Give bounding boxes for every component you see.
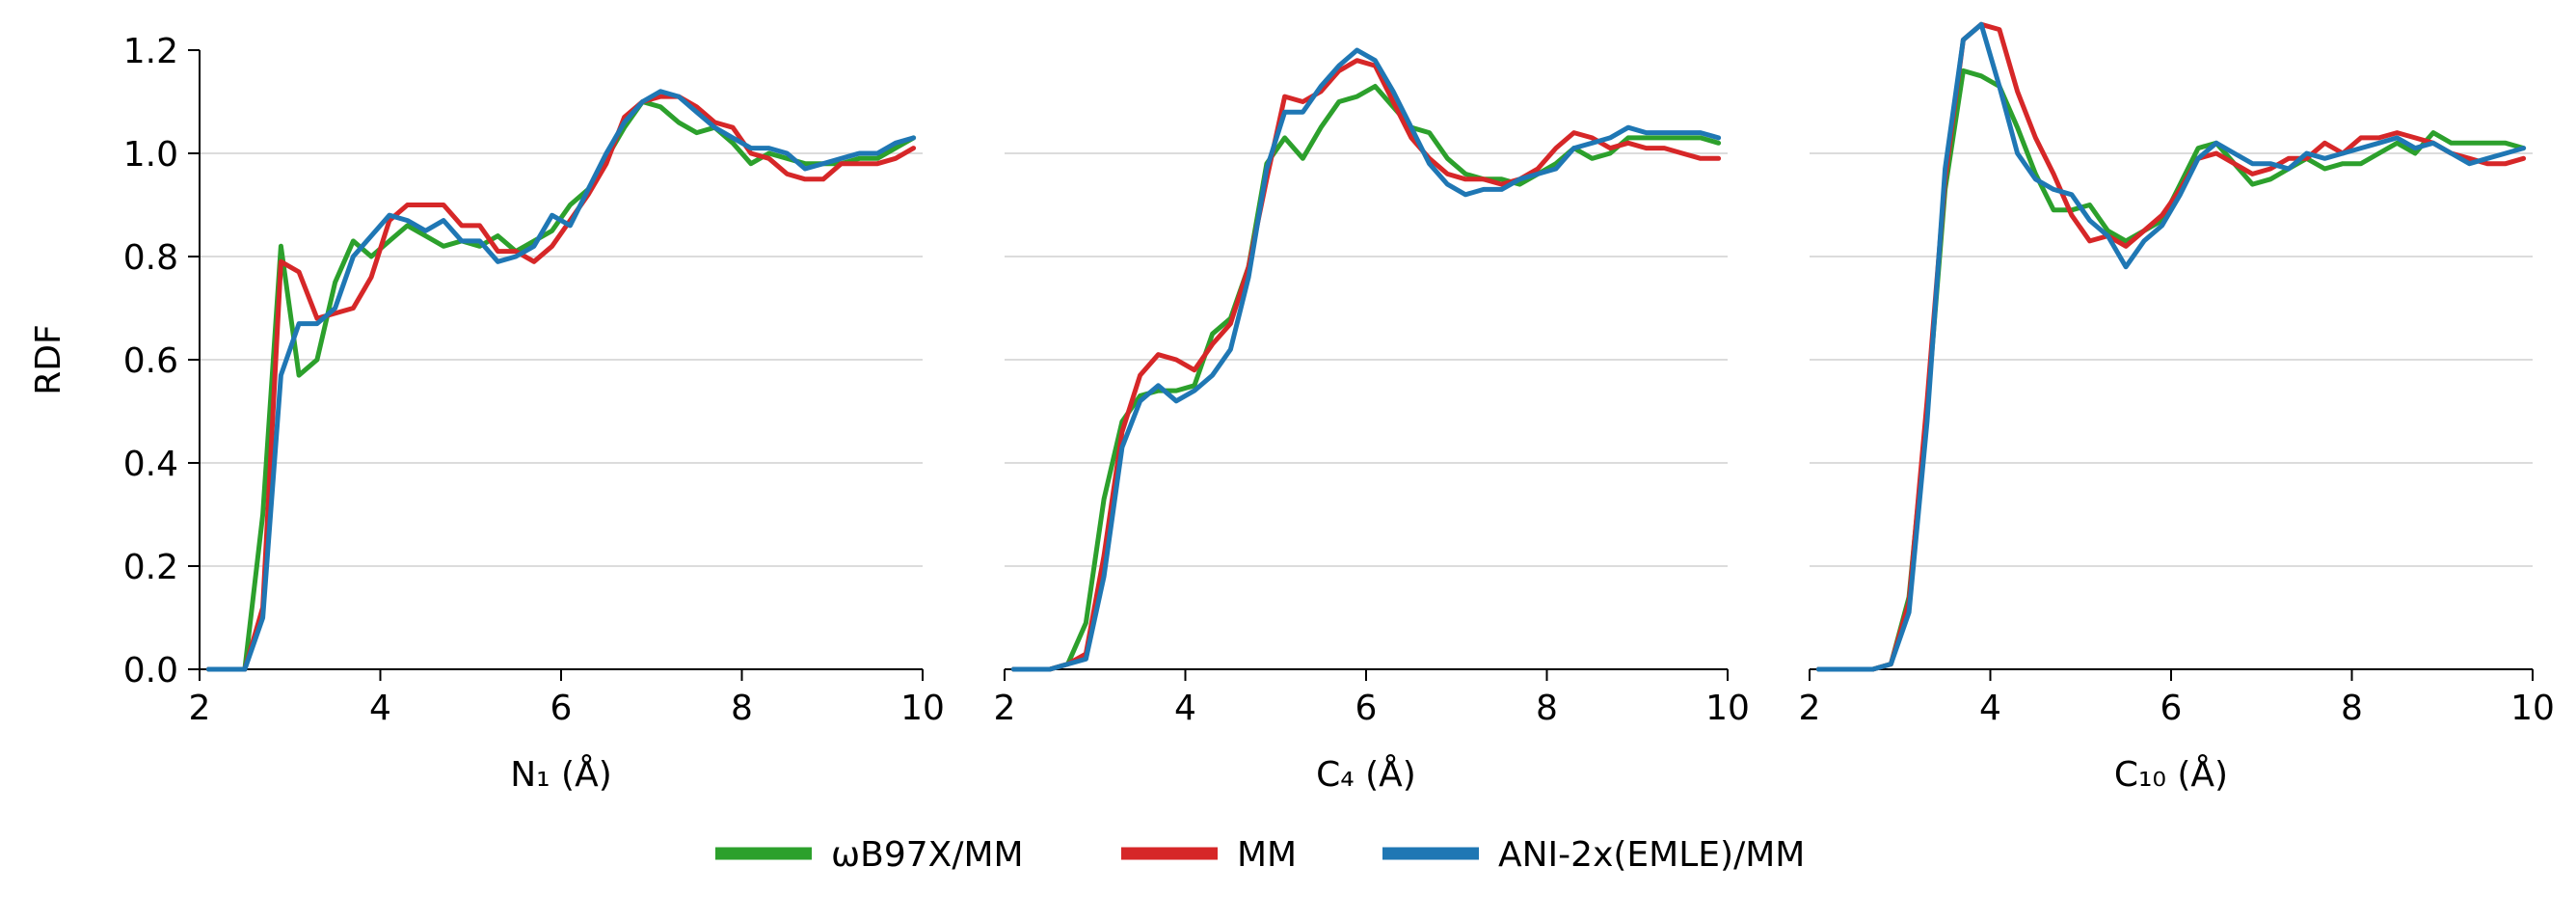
x-tick-label: 8 (2341, 689, 2363, 728)
x-axis-label: C₁₀ (Å) (2114, 753, 2228, 795)
y-tick-label: 0.4 (123, 445, 178, 484)
x-tick-label: 4 (1174, 689, 1196, 728)
panel-n1: 2 4 6 8 10 N₁ (Å) 0.0 0.2 0.4 0.6 0.8 1.0 1.2 RDF (29, 32, 945, 795)
y-axis-label: RDF (29, 324, 68, 394)
x-tick-label: 6 (1355, 689, 1378, 728)
y-tick-label: 0.8 (123, 238, 178, 278)
series-line-wb97x-mm (205, 99, 917, 672)
series-line-wb97x-mm (1815, 68, 2527, 672)
series-line-mm (1815, 21, 2527, 672)
y-tick-label: 0.6 (123, 341, 178, 381)
x-tick-label: 8 (731, 689, 753, 728)
x-tick-label: 4 (369, 689, 391, 728)
series-line-ani-2x-emle-mm (1815, 21, 2527, 672)
x-tick-label: 10 (2510, 689, 2555, 728)
x-tick-label: 6 (550, 689, 573, 728)
series-line-ani-2x-emle-mm (205, 89, 917, 672)
y-tick-label: 0.2 (123, 548, 178, 587)
x-tick-label: 2 (994, 689, 1016, 728)
legend-label: ANI-2x(EMLE)/MM (1498, 835, 1805, 875)
legend: ωB97X/MM MM ANI-2x(EMLE)/MM (715, 835, 1805, 875)
x-tick-label: 2 (1799, 689, 1821, 728)
panel-c4: 2 4 6 8 10 C₄ (Å) (994, 47, 1750, 795)
x-tick-label: 2 (189, 689, 211, 728)
y-tick-label: 1.2 (123, 32, 178, 71)
series-line-mm (1010, 58, 1722, 672)
x-tick-label: 10 (900, 689, 945, 728)
y-tick-label: 0.0 (123, 651, 178, 691)
x-tick-label: 6 (2160, 689, 2183, 728)
x-axis-label: C₄ (Å) (1316, 753, 1416, 795)
series-line-ani-2x-emle-mm (1010, 47, 1722, 672)
series-line-wb97x-mm (1010, 84, 1722, 672)
x-tick-label: 8 (1536, 689, 1558, 728)
y-tick-label: 1.0 (123, 135, 178, 175)
legend-label: MM (1237, 835, 1297, 875)
x-axis-label: N₁ (Å) (510, 753, 612, 795)
series-line-mm (205, 94, 917, 672)
legend-label: ωB97X/MM (831, 835, 1024, 875)
x-tick-label: 10 (1705, 689, 1750, 728)
panel-c10: 2 4 6 8 10 C₁₀ (Å) (1799, 21, 2555, 795)
x-tick-label: 4 (1979, 689, 2001, 728)
